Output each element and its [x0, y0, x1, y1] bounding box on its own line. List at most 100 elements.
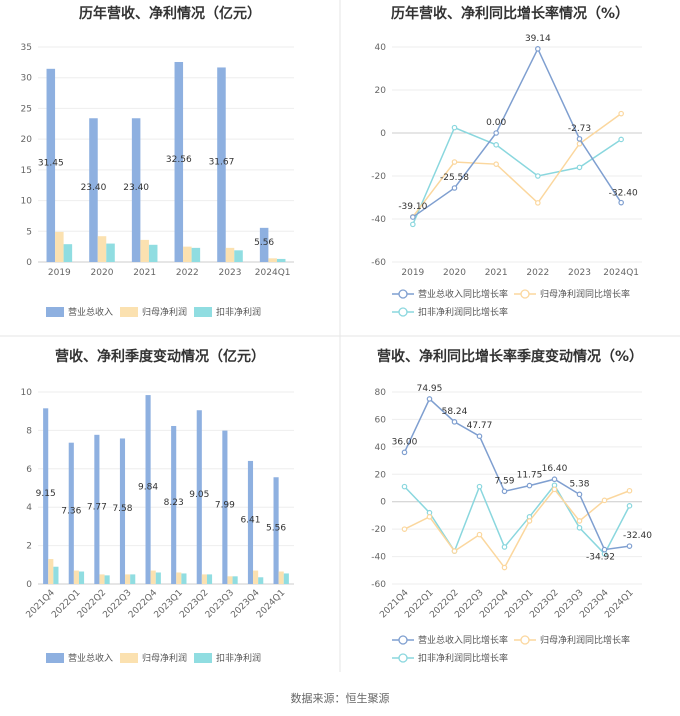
bar-net-profit	[97, 236, 107, 262]
data-label: 9.84	[138, 483, 158, 493]
x-tick-label: 2024Q1	[255, 588, 287, 620]
bar-net-profit	[55, 231, 64, 262]
data-label: 39.14	[525, 34, 551, 44]
y-tick-label: 20	[375, 470, 387, 480]
legend-label: 扣非净利润同比增长率	[418, 652, 508, 664]
data-label: -2.73	[568, 124, 591, 134]
data-label: -32.40	[609, 189, 638, 199]
y-tick-label: -20	[371, 525, 386, 535]
bar-deducted-profit	[234, 250, 243, 262]
y-tick-label: 15	[21, 166, 32, 176]
data-label: 6.41	[240, 515, 260, 525]
bar-revenue	[94, 434, 100, 584]
data-label: 36.00	[392, 437, 418, 447]
x-tick-label: 2020	[443, 268, 466, 278]
y-tick-label: 10	[21, 197, 33, 207]
y-tick-label: 25	[21, 104, 32, 114]
point-net-profit-growth	[526, 518, 533, 524]
legend-marker	[398, 653, 408, 663]
legend-label: 营业总收入同比增长率	[418, 634, 508, 646]
legend-label: 归母净利润同比增长率	[540, 288, 630, 300]
bar-deducted-profit	[148, 244, 158, 262]
bar-revenue	[46, 68, 56, 262]
point-revenue-growth	[451, 185, 458, 191]
bar-deducted-profit	[276, 258, 286, 262]
legend-label: 营业总收入	[68, 652, 113, 664]
legend-marker	[398, 307, 408, 317]
point-net-profit-growth	[451, 548, 458, 554]
bar-revenue	[217, 67, 226, 262]
y-tick-label: -60	[371, 580, 386, 590]
bar-deducted-profit	[232, 576, 238, 584]
bar-net-profit	[201, 574, 207, 584]
point-deducted-profit-growth	[401, 483, 408, 490]
point-net-profit-growth	[501, 564, 508, 571]
chart-title: 历年营收、净利同比增长率情况（%）	[391, 5, 629, 22]
y-tick-label: -20	[371, 172, 386, 182]
y-tick-label: 2	[26, 542, 32, 552]
x-tick-label: 2019	[401, 268, 424, 278]
bar-net-profit	[278, 571, 284, 584]
legend-marker	[520, 635, 530, 645]
data-source-note: 数据来源：恒生聚源	[290, 692, 390, 705]
y-tick-label: 0	[26, 580, 32, 590]
bar-revenue	[131, 118, 141, 262]
bar-deducted-profit	[106, 243, 115, 262]
data-label: 11.75	[517, 471, 543, 481]
x-tick-label: 2024Q1	[255, 268, 291, 278]
bar-deducted-profit	[130, 574, 136, 584]
bar-net-profit	[125, 574, 131, 584]
data-label: -39.10	[398, 202, 427, 212]
bar-net-profit	[150, 570, 156, 584]
data-label: 31.45	[38, 158, 64, 168]
bar-revenue	[222, 430, 228, 584]
bar-net-profit	[268, 258, 277, 262]
point-net-profit-growth	[551, 486, 558, 493]
data-label: 9.05	[189, 490, 209, 500]
data-label: 7.58	[112, 504, 132, 514]
point-deducted-profit-growth	[576, 164, 583, 171]
legend-marker	[398, 289, 408, 299]
legend-swatch	[46, 653, 64, 663]
x-tick-label: 2022	[526, 268, 549, 278]
point-net-profit-growth	[576, 518, 583, 524]
x-tick-label: 2022	[176, 268, 199, 278]
legend-label: 扣非净利润	[216, 306, 261, 318]
bar-deducted-profit	[63, 244, 73, 262]
data-label: 0.00	[486, 118, 506, 128]
bar-revenue	[259, 227, 269, 262]
y-tick-label: 60	[375, 415, 387, 425]
y-tick-label: -40	[371, 553, 386, 563]
data-label: 9.15	[36, 489, 56, 499]
point-deducted-profit-growth	[501, 544, 508, 550]
y-tick-label: 40	[375, 43, 387, 53]
point-revenue-growth	[576, 136, 583, 142]
bar-deducted-profit	[155, 572, 161, 584]
point-revenue-growth	[401, 449, 408, 456]
point-deducted-profit-growth	[535, 173, 541, 179]
point-deducted-profit-growth	[493, 142, 499, 148]
legend-label: 扣非净利润	[216, 652, 261, 664]
point-net-profit-growth	[451, 159, 458, 165]
y-tick-label: 0	[380, 129, 386, 139]
series-line-net-profit-growth	[412, 113, 622, 218]
point-deducted-profit-growth	[626, 503, 633, 509]
series-line-revenue-growth	[403, 397, 630, 551]
series-line-net-profit-growth	[404, 488, 630, 569]
bar-revenue	[68, 442, 74, 584]
point-deducted-profit-growth	[410, 221, 416, 228]
bar-deducted-profit	[206, 574, 213, 584]
point-deducted-profit-growth	[476, 483, 483, 490]
point-net-profit-growth	[493, 161, 499, 167]
point-net-profit-growth	[535, 200, 541, 206]
chart-title: 历年营收、净利情况（亿元）	[79, 5, 261, 22]
quarterly-revenue-profit-bar-chart: 营收、净利季度变动情况（亿元） 02468109.152021Q47.36202…	[21, 348, 294, 664]
bar-revenue	[43, 408, 49, 584]
legend-swatch	[46, 307, 64, 317]
bar-deducted-profit	[181, 573, 187, 584]
bar-deducted-profit	[191, 247, 201, 262]
y-tick-label: 0	[26, 258, 32, 268]
point-deducted-profit-growth	[576, 524, 583, 531]
legend-swatch	[120, 307, 138, 317]
